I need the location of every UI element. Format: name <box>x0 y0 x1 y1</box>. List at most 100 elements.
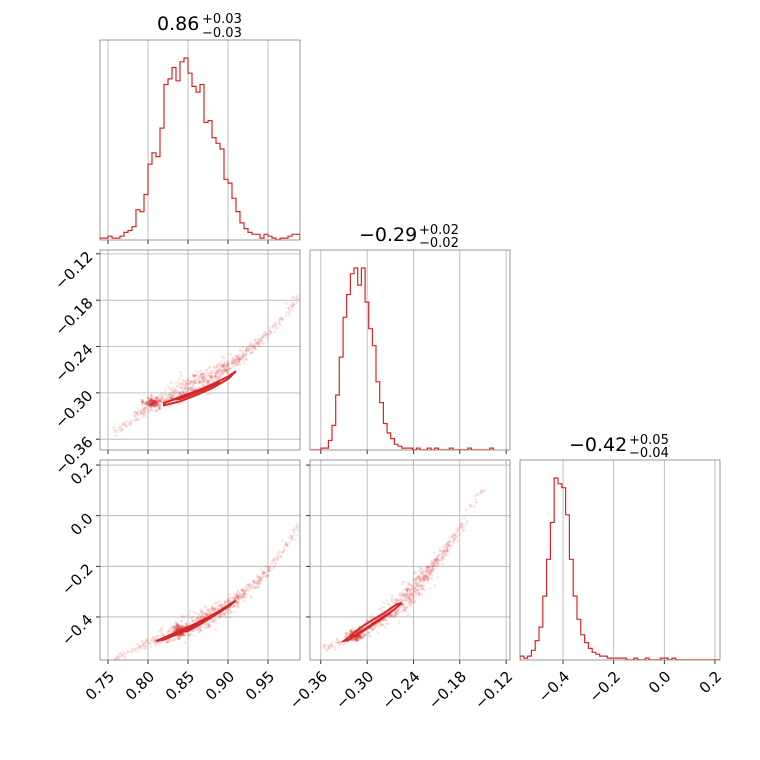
sample-point <box>197 381 201 384</box>
sample-point <box>143 402 147 406</box>
sample-point <box>155 401 159 405</box>
sample-point <box>428 572 432 576</box>
sample-point <box>418 577 422 580</box>
sample-point <box>383 626 387 629</box>
sample-point <box>163 393 166 397</box>
sample-point <box>394 612 398 615</box>
title-plus: +0.03 <box>202 12 242 27</box>
sample-point <box>383 618 386 621</box>
sample-point <box>160 400 164 404</box>
sample-point <box>416 582 420 585</box>
sample-point <box>176 625 180 628</box>
sample-point <box>397 608 400 612</box>
sample-point <box>173 388 176 392</box>
sample-point <box>251 344 255 347</box>
sample-point <box>210 371 213 375</box>
sample-point <box>292 528 295 531</box>
sample-point <box>179 386 183 390</box>
sample-point <box>232 358 236 361</box>
sample-point <box>418 587 422 590</box>
sample-point <box>114 434 118 438</box>
sample-point <box>254 347 258 350</box>
sample-point <box>355 636 359 640</box>
sample-point <box>442 551 446 555</box>
histogram-step-line <box>310 267 494 450</box>
sample-point <box>222 362 226 366</box>
sample-point <box>120 654 124 657</box>
sample-point <box>168 392 171 395</box>
sample-point <box>431 567 435 571</box>
sample-point <box>210 618 213 621</box>
sample-point <box>178 633 182 637</box>
sample-point <box>426 581 430 585</box>
sample-point <box>346 633 349 636</box>
sample-point <box>267 569 271 572</box>
sample-point <box>397 622 401 625</box>
sample-point <box>407 601 411 605</box>
sample-point <box>177 626 181 630</box>
sample-point <box>212 608 216 611</box>
sample-point <box>239 595 243 598</box>
sample-point <box>238 349 242 352</box>
sample-point <box>426 574 430 578</box>
sample-point <box>150 403 154 407</box>
sample-point <box>409 593 412 597</box>
sample-point <box>214 375 217 378</box>
sample-point <box>201 373 205 376</box>
sample-point <box>287 536 290 539</box>
sample-point <box>245 588 248 591</box>
sample-point <box>142 413 146 417</box>
sample-point <box>181 625 184 628</box>
sample-point <box>214 618 217 622</box>
sample-point <box>222 364 226 368</box>
sample-point <box>231 357 234 361</box>
sample-point <box>195 381 198 384</box>
sample-point <box>206 380 210 383</box>
sample-point <box>233 361 236 365</box>
sample-point <box>220 604 224 607</box>
sample-point <box>428 569 431 573</box>
sample-point <box>428 568 431 571</box>
sample-point <box>394 613 398 617</box>
sample-point <box>210 376 213 380</box>
sample-point <box>336 638 339 641</box>
sample-point <box>115 657 118 660</box>
sample-point <box>190 615 194 619</box>
sample-point <box>210 604 214 608</box>
sample-point <box>154 398 157 402</box>
sample-point <box>392 601 395 604</box>
sample-point <box>206 380 209 384</box>
sample-point <box>181 379 185 382</box>
sample-point <box>254 340 258 344</box>
sample-point <box>261 571 265 575</box>
sample-point <box>228 615 232 619</box>
sample-point <box>443 544 447 547</box>
sample-point <box>194 369 198 373</box>
sample-point <box>221 370 225 374</box>
sample-point <box>322 643 326 647</box>
sample-point <box>292 303 295 306</box>
sample-point <box>246 589 250 592</box>
sample-point <box>200 372 203 376</box>
sample-point <box>448 540 452 543</box>
sample-point <box>421 578 424 581</box>
sample-point <box>208 374 211 377</box>
sample-point <box>239 349 242 352</box>
sample-point <box>189 621 192 625</box>
sample-point <box>403 593 407 596</box>
sample-point <box>206 371 209 374</box>
sample-point <box>402 608 405 612</box>
sample-point <box>268 329 272 333</box>
sample-point <box>408 597 411 600</box>
sample-point <box>472 505 476 508</box>
sample-point <box>145 402 148 406</box>
sample-point <box>272 558 276 562</box>
sample-point <box>178 392 182 395</box>
sample-point <box>169 381 173 384</box>
sample-point <box>367 631 371 635</box>
sample-point <box>235 593 238 597</box>
sample-point <box>138 410 141 413</box>
sample-point <box>240 358 243 361</box>
sample-point <box>444 552 448 555</box>
sample-point <box>253 338 257 342</box>
